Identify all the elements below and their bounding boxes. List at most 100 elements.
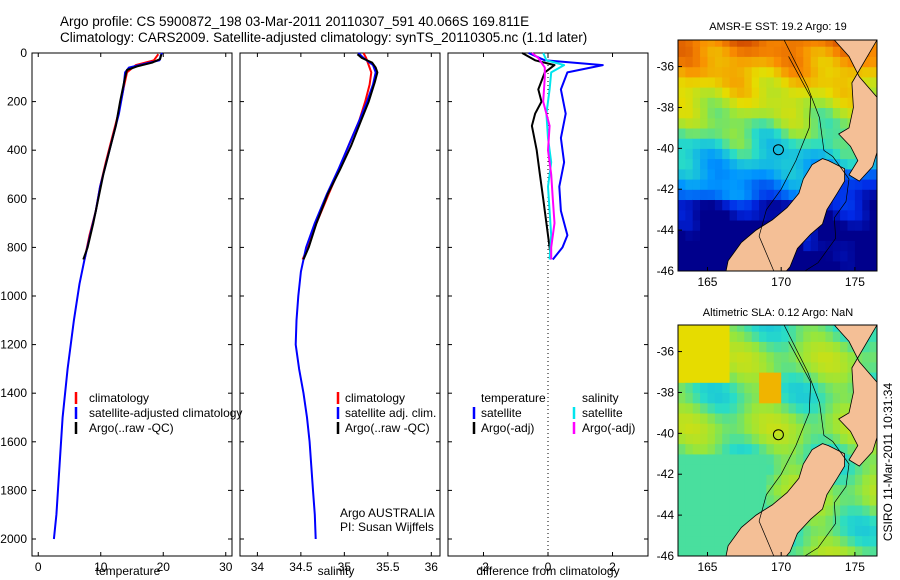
- map-cell: [773, 97, 782, 109]
- map-cell: [714, 138, 723, 149]
- map-cell: [818, 515, 826, 526]
- map-cell: [678, 46, 686, 57]
- map-cell: [781, 443, 790, 455]
- map-cell: [766, 372, 775, 383]
- map-cell: [678, 545, 686, 556]
- map-cell: [678, 443, 686, 455]
- map-cell: [766, 40, 775, 47]
- map-cell: [788, 138, 797, 149]
- map-cell: [744, 325, 753, 332]
- map-cell: [788, 453, 797, 465]
- map-cell: [692, 535, 701, 547]
- map-cell: [714, 402, 723, 414]
- map-cell: [678, 341, 686, 353]
- map-cell: [722, 433, 731, 445]
- map-cell: [707, 46, 716, 57]
- map-cell: [766, 494, 775, 506]
- map-cell: [751, 179, 760, 190]
- map-cell: [751, 504, 760, 516]
- map-cell: [766, 76, 775, 88]
- map-cell: [714, 545, 723, 556]
- map-cell: [737, 107, 745, 119]
- x-tick-label: 175: [845, 275, 865, 289]
- map-cell: [678, 484, 686, 496]
- map-cell: [825, 260, 834, 271]
- map-cell: [825, 423, 834, 434]
- map-cell: [847, 351, 856, 363]
- map-cell: [840, 230, 849, 241]
- map-cell: [810, 351, 819, 363]
- map-cell: [714, 515, 723, 526]
- map-cell: [788, 341, 797, 353]
- salinity-xlabel: salinity: [318, 564, 355, 578]
- map-cell: [862, 260, 871, 271]
- map-cell: [788, 148, 797, 160]
- map-cell: [773, 372, 782, 383]
- map-cell: [773, 453, 782, 465]
- map-cell: [744, 199, 753, 211]
- map-cell: [840, 56, 849, 68]
- map-cell: [692, 209, 701, 221]
- map-cell: [766, 464, 775, 475]
- map-cell: [685, 392, 694, 404]
- map-cell: [766, 209, 775, 221]
- map-cell: [700, 209, 709, 221]
- map-cell: [781, 107, 790, 119]
- depth-tick-label: 1600: [0, 435, 27, 449]
- map-cell: [685, 433, 694, 445]
- map-cell: [840, 392, 849, 404]
- map-cell: [685, 250, 694, 262]
- map-cell: [810, 361, 819, 373]
- y-tick-label: -38: [657, 100, 675, 114]
- map-cell: [751, 158, 760, 170]
- map-cell: [678, 97, 686, 109]
- map-cell: [692, 40, 701, 47]
- map-cell: [707, 127, 716, 139]
- bathymetry-contour: [758, 56, 812, 271]
- map-cell: [759, 107, 768, 119]
- map-cell: [788, 189, 797, 201]
- map-cell: [832, 504, 841, 516]
- map-cell: [751, 433, 760, 445]
- y-tick-label: -46: [657, 549, 675, 563]
- map-cell: [825, 535, 834, 547]
- map-cell: [825, 412, 834, 424]
- map-cell: [744, 412, 753, 424]
- map-cell: [766, 453, 775, 465]
- map-cell: [685, 423, 694, 434]
- map-cell: [869, 189, 877, 201]
- map-cell: [847, 392, 856, 404]
- map-cell: [773, 423, 782, 434]
- map-cell: [795, 392, 804, 404]
- map-cell: [810, 372, 819, 383]
- legend-heading-salinity: salinity: [582, 391, 619, 405]
- map-cell: [810, 148, 819, 160]
- map-cell: [781, 76, 790, 88]
- map-cell: [862, 535, 871, 547]
- map-cell: [847, 209, 856, 221]
- map-cell: [810, 40, 819, 47]
- map-cell: [869, 240, 877, 252]
- map-cell: [678, 382, 686, 394]
- map-cell: [832, 361, 841, 373]
- map-cell: [700, 361, 709, 373]
- depth-tick-label: 2000: [0, 532, 27, 546]
- map-cell: [788, 331, 797, 342]
- map-cell: [714, 56, 723, 68]
- map-cell: [840, 504, 849, 516]
- map-cell: [737, 372, 745, 383]
- map-cell: [766, 443, 775, 455]
- map-cell: [810, 535, 819, 547]
- map-cell: [840, 535, 849, 547]
- map-cell: [722, 545, 731, 556]
- map-cell: [847, 535, 856, 547]
- map-cell: [751, 402, 760, 414]
- map-cell: [707, 504, 716, 516]
- map-cell: [810, 240, 819, 252]
- series-line-temperature-argo-adj-: [521, 52, 556, 260]
- map-cell: [751, 97, 760, 109]
- map-cell: [729, 138, 738, 149]
- map-cell: [700, 127, 709, 139]
- map-cell: [678, 219, 686, 231]
- map-cell: [729, 56, 738, 68]
